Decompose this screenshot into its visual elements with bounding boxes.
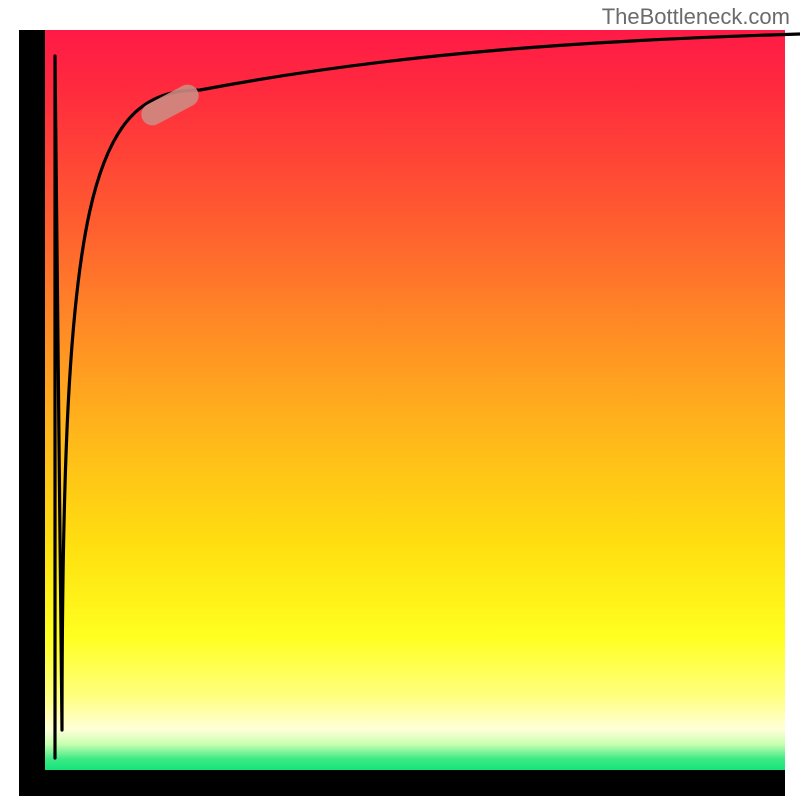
watermark-text: TheBottleneck.com [602,4,790,30]
plot-gradient [45,30,785,770]
y-axis [19,30,45,770]
bottleneck-chart [0,0,800,800]
chart-container: TheBottleneck.com [0,0,800,800]
x-axis [19,770,785,796]
